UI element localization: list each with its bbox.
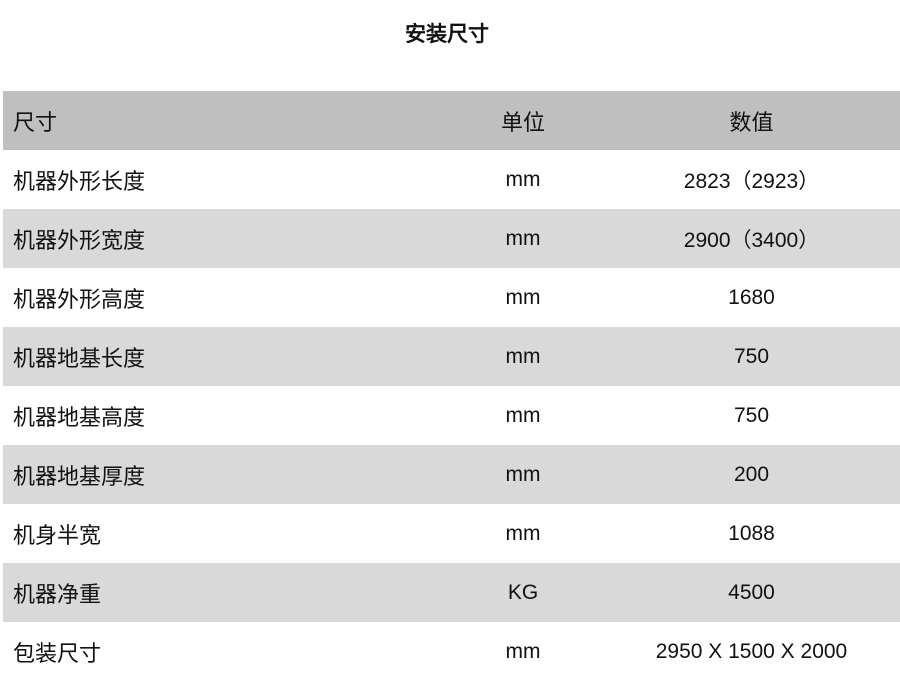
cell-unit: mm (505, 639, 541, 663)
cell-dimension: 机器地基厚度 (3, 445, 443, 504)
table-row: 机身半宽 mm 1088 (3, 504, 900, 563)
cell-value: 200 (603, 445, 900, 504)
cell-unit: mm (443, 327, 603, 386)
table-row: 机器地基高度 mm 750 (3, 386, 900, 445)
cell-value: 1088 (728, 521, 775, 545)
table-row: 机器外形宽度 mm 2900（3400） (3, 209, 900, 268)
cell-dimension: 机器外形高度 (13, 287, 146, 313)
table-row: 机器外形高度 mm 1680 (3, 268, 900, 327)
cell-dimension: 机器净重 (3, 563, 443, 622)
header-unit: 单位 (443, 91, 603, 150)
cell-dimension: 机器外形宽度 (3, 209, 443, 268)
cell-dimension: 机器地基长度 (3, 327, 443, 386)
dimensions-table: 尺寸 单位 数值 机器外形长度 mm 2823（2923） 机器外形宽度 mm 2900（… (3, 91, 900, 681)
cell-unit: mm (443, 209, 603, 268)
cell-unit: mm (505, 521, 541, 545)
cell-unit: mm (505, 167, 541, 191)
cell-value: 750 (733, 403, 770, 427)
table-row: 机器净重 KG 4500 (3, 563, 900, 622)
page-title: 安装尺寸 (405, 22, 489, 46)
cell-value: 2900（3400） (603, 209, 900, 268)
cell-unit: mm (505, 403, 541, 427)
cell-value: 4500 (603, 563, 900, 622)
table-row: 机器地基厚度 mm 200 (3, 445, 900, 504)
cell-dimension: 机器地基高度 (13, 405, 146, 431)
cell-unit: mm (443, 445, 603, 504)
cell-dimension: 机身半宽 (13, 523, 102, 549)
cell-value: 2950 X 1500 X 2000 (655, 639, 848, 663)
table-row: 机器外形长度 mm 2823（2923） (3, 150, 900, 209)
table-header-row: 尺寸 单位 数值 (3, 91, 900, 150)
cell-dimension: 机器外形长度 (13, 169, 146, 195)
header-dimension: 尺寸 (3, 91, 443, 150)
table-row: 包装尺寸 mm 2950 X 1500 X 2000 (3, 622, 900, 681)
cell-unit: KG (443, 563, 603, 622)
cell-value: 750 (603, 327, 900, 386)
cell-value: 1680 (728, 285, 775, 309)
cell-dimension: 包装尺寸 (13, 641, 102, 667)
header-value: 数值 (603, 91, 900, 150)
cell-value: 2823（2923） (683, 169, 820, 193)
table-row: 机器地基长度 mm 750 (3, 327, 900, 386)
cell-unit: mm (505, 285, 541, 309)
